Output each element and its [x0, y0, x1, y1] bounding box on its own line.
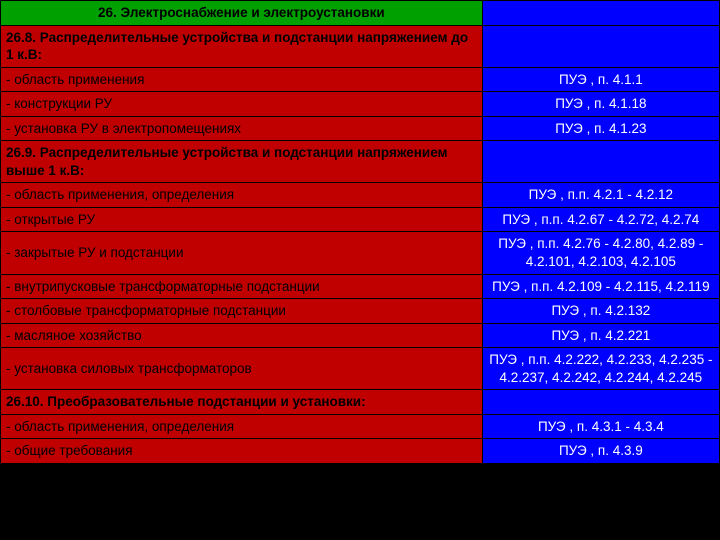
- table-row: - открытые РУПУЭ , п.п. 4.2.67 - 4.2.72,…: [1, 207, 720, 232]
- row-reference: [482, 25, 719, 67]
- table-header-ref: [482, 1, 719, 26]
- row-description: - закрытые РУ и подстанции: [1, 232, 483, 274]
- table-row: - столбовые трансформаторные подстанцииП…: [1, 299, 720, 324]
- row-reference: ПУЭ , п. 4.2.132: [482, 299, 719, 324]
- row-description: - открытые РУ: [1, 207, 483, 232]
- table-row: - внутрипусковые трансформаторные подста…: [1, 274, 720, 299]
- row-reference: ПУЭ , п.п. 4.2.109 - 4.2.115, 4.2.119: [482, 274, 719, 299]
- table-row: 26.10. Преобразовательные подстанции и у…: [1, 390, 720, 415]
- row-description: - область применения: [1, 67, 483, 92]
- row-description: - область применения, определения: [1, 183, 483, 208]
- row-description: 26.10. Преобразовательные подстанции и у…: [1, 390, 483, 415]
- row-reference: [482, 141, 719, 183]
- row-description: 26.9. Распределительные устройства и под…: [1, 141, 483, 183]
- row-description: - конструкции РУ: [1, 92, 483, 117]
- row-description: - масляное хозяйство: [1, 323, 483, 348]
- table-row: - область примененияПУЭ , п. 4.1.1: [1, 67, 720, 92]
- row-reference: ПУЭ , п.п. 4.2.67 - 4.2.72, 4.2.74: [482, 207, 719, 232]
- row-description: - область применения, определения: [1, 414, 483, 439]
- row-description: - общие требования: [1, 439, 483, 464]
- table-row: - область применения, определенияПУЭ , п…: [1, 414, 720, 439]
- row-description: - установка силовых трансформаторов: [1, 348, 483, 390]
- row-reference: [482, 390, 719, 415]
- row-description: - столбовые трансформаторные подстанции: [1, 299, 483, 324]
- row-reference: ПУЭ , п. 4.1.18: [482, 92, 719, 117]
- row-reference: ПУЭ , п. 4.1.23: [482, 116, 719, 141]
- row-description: - установка РУ в электропомещениях: [1, 116, 483, 141]
- table-row: - установка РУ в электропомещенияхПУЭ , …: [1, 116, 720, 141]
- row-reference: ПУЭ , п.п. 4.2.76 - 4.2.80, 4.2.89 - 4.2…: [482, 232, 719, 274]
- row-reference: ПУЭ , п. 4.2.221: [482, 323, 719, 348]
- row-reference: ПУЭ , п. 4.1.1: [482, 67, 719, 92]
- table-header-title: 26. Электроснабжение и электроустановки: [1, 1, 483, 26]
- table-row: 26.9. Распределительные устройства и под…: [1, 141, 720, 183]
- regulations-table: 26. Электроснабжение и электроустановки2…: [0, 0, 720, 464]
- table-row: - область применения, определенияПУЭ , п…: [1, 183, 720, 208]
- table-row: - установка силовых трансформаторовПУЭ ,…: [1, 348, 720, 390]
- row-reference: ПУЭ , п.п. 4.2.1 - 4.2.12: [482, 183, 719, 208]
- row-description: 26.8. Распределительные устройства и под…: [1, 25, 483, 67]
- table-row: 26.8. Распределительные устройства и под…: [1, 25, 720, 67]
- row-reference: ПУЭ , п.п. 4.2.222, 4.2.233, 4.2.235 - 4…: [482, 348, 719, 390]
- table-row: - конструкции РУПУЭ , п. 4.1.18: [1, 92, 720, 117]
- row-reference: ПУЭ , п. 4.3.1 - 4.3.4: [482, 414, 719, 439]
- row-reference: ПУЭ , п. 4.3.9: [482, 439, 719, 464]
- table-row: - масляное хозяйствоПУЭ , п. 4.2.221: [1, 323, 720, 348]
- table-row: - общие требованияПУЭ , п. 4.3.9: [1, 439, 720, 464]
- table-row: - закрытые РУ и подстанцииПУЭ , п.п. 4.2…: [1, 232, 720, 274]
- table-body: 26. Электроснабжение и электроустановки2…: [1, 1, 720, 464]
- row-description: - внутрипусковые трансформаторные подста…: [1, 274, 483, 299]
